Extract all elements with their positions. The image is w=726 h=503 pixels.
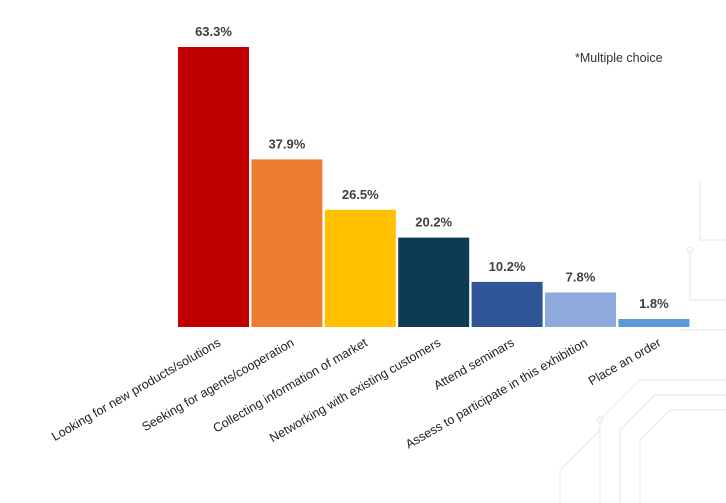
- value-label-networking-with-existing-customers: 20.2%: [415, 215, 452, 230]
- value-label-looking-for-new-products-solutions: 63.3%: [195, 24, 232, 39]
- bar-attend-seminars: [471, 281, 543, 327]
- background-circuit-decoration: [559, 180, 726, 503]
- bar-networking-with-existing-customers: [398, 237, 470, 327]
- bar-seeking-for-agents-cooperation: [251, 159, 323, 327]
- value-label-collecting-information-of-market: 26.5%: [342, 187, 379, 202]
- bar-place-an-order: [618, 319, 690, 327]
- category-labels-group: Looking for new products/solutionsSeekin…: [49, 335, 663, 451]
- bar-looking-for-new-products-solutions: [178, 47, 249, 327]
- value-label-place-an-order: 1.8%: [639, 296, 669, 311]
- value-label-seeking-for-agents-cooperation: 37.9%: [268, 136, 305, 151]
- bars-group: [178, 47, 690, 327]
- value-label-attend-seminars: 10.2%: [489, 259, 526, 274]
- value-labels-group: 63.3% 37.9% 26.5% 20.2% 10.2% 7.8% 1.8%: [195, 24, 669, 311]
- value-label-assess-to-participate-in-this-exhibition: 7.8%: [566, 270, 596, 285]
- bar-collecting-information-of-market: [324, 209, 396, 327]
- multiple-choice-note: *Multiple choice: [575, 51, 663, 65]
- bar-assess-to-participate-in-this-exhibition: [545, 292, 616, 327]
